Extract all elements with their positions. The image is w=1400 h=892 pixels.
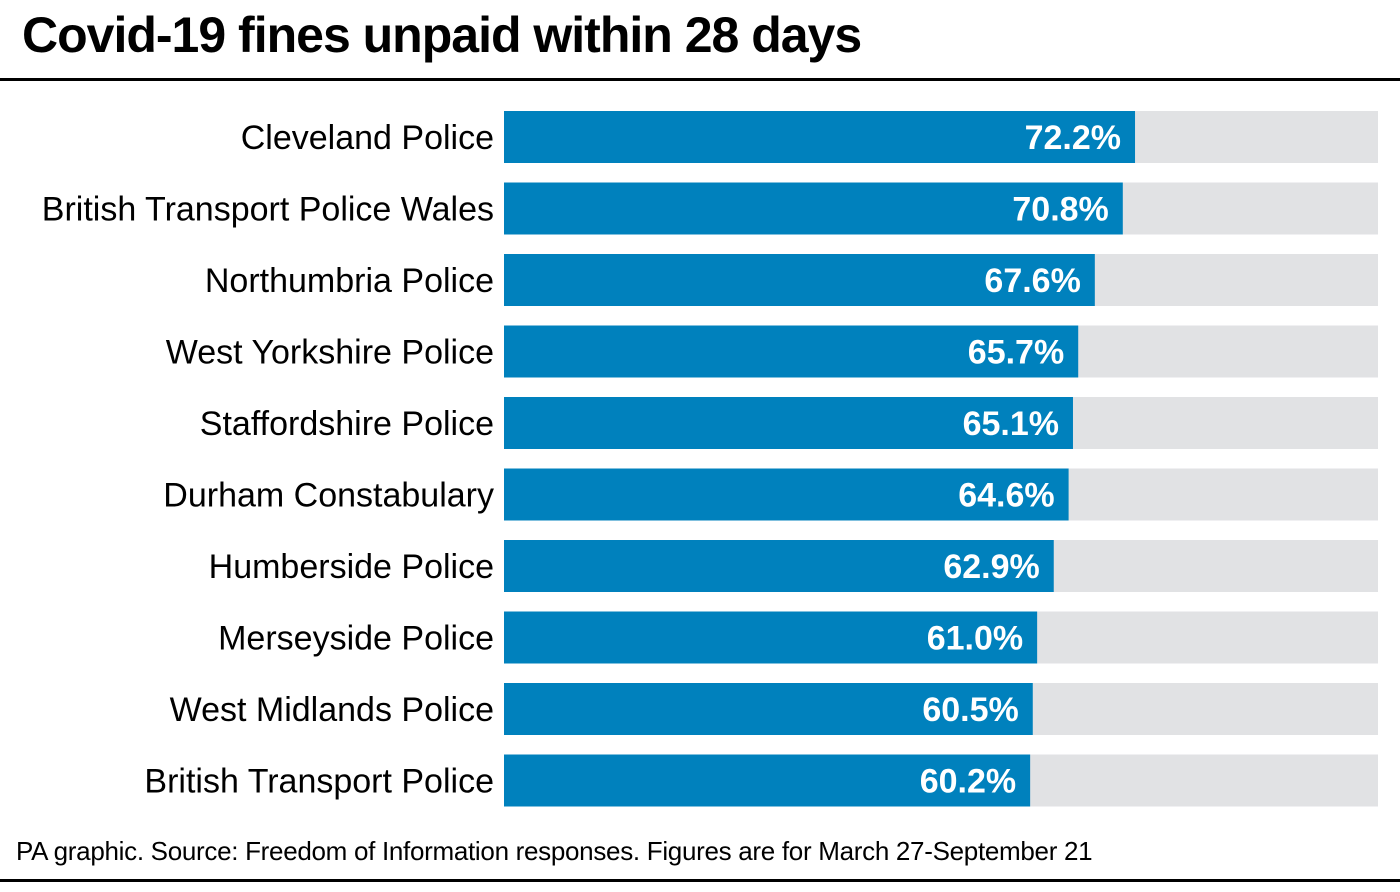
bar-row: Northumbria Police 67.6%: [205, 254, 1378, 306]
value-label: 70.8%: [1012, 191, 1108, 229]
bar: [504, 397, 1073, 449]
value-label: 67.6%: [984, 262, 1080, 300]
bar-row: British Transport Police Wales 70.8%: [42, 182, 1378, 235]
bar: [504, 468, 1069, 521]
bar: [504, 754, 1031, 807]
source-footnote: PA graphic. Source: Freedom of Informati…: [16, 836, 1093, 866]
value-label: 60.2%: [920, 763, 1016, 801]
chart-title: Covid-19 fines unpaid within 28 days: [22, 7, 862, 63]
category-label: Cleveland Police: [241, 119, 494, 157]
value-label: 61.0%: [927, 620, 1023, 658]
value-label: 65.1%: [963, 405, 1059, 443]
bar-row: Cleveland Police 72.2%: [241, 111, 1378, 163]
value-label: 62.9%: [943, 548, 1039, 586]
category-label: Merseyside Police: [218, 620, 494, 658]
category-label: Durham Constabulary: [163, 477, 494, 515]
category-label: British Transport Police Wales: [42, 191, 494, 229]
bar: [504, 111, 1136, 163]
bar-row: Humberside Police 62.9%: [209, 540, 1378, 592]
value-label: 65.7%: [968, 334, 1064, 372]
bottom-divider: [0, 879, 1400, 882]
value-label: 60.5%: [922, 691, 1018, 729]
bar: [504, 540, 1054, 592]
bar-row: Staffordshire Police 65.1%: [200, 397, 1378, 449]
category-label: British Transport Police: [144, 763, 494, 801]
bar-row: Durham Constabulary 64.6%: [163, 468, 1378, 521]
category-label: Humberside Police: [209, 548, 494, 586]
bar: [504, 683, 1033, 735]
bar: [504, 325, 1079, 378]
category-label: Staffordshire Police: [200, 405, 494, 443]
bar: [504, 182, 1123, 235]
bar-row: Merseyside Police 61.0%: [218, 611, 1378, 664]
bar-row: British Transport Police 60.2%: [144, 754, 1378, 807]
bar-row: West Midlands Police 60.5%: [170, 683, 1378, 735]
category-label: West Midlands Police: [170, 691, 494, 729]
title-divider: [0, 78, 1400, 81]
category-label: West Yorkshire Police: [166, 334, 494, 372]
bar: [504, 254, 1095, 306]
bar: [504, 611, 1038, 664]
value-label: 64.6%: [958, 477, 1054, 515]
category-label: Northumbria Police: [205, 262, 494, 300]
value-label: 72.2%: [1025, 119, 1121, 157]
bar-row: West Yorkshire Police 65.7%: [166, 325, 1378, 378]
bar-chart: Cleveland Police 72.2% British Transport P…: [42, 111, 1378, 807]
